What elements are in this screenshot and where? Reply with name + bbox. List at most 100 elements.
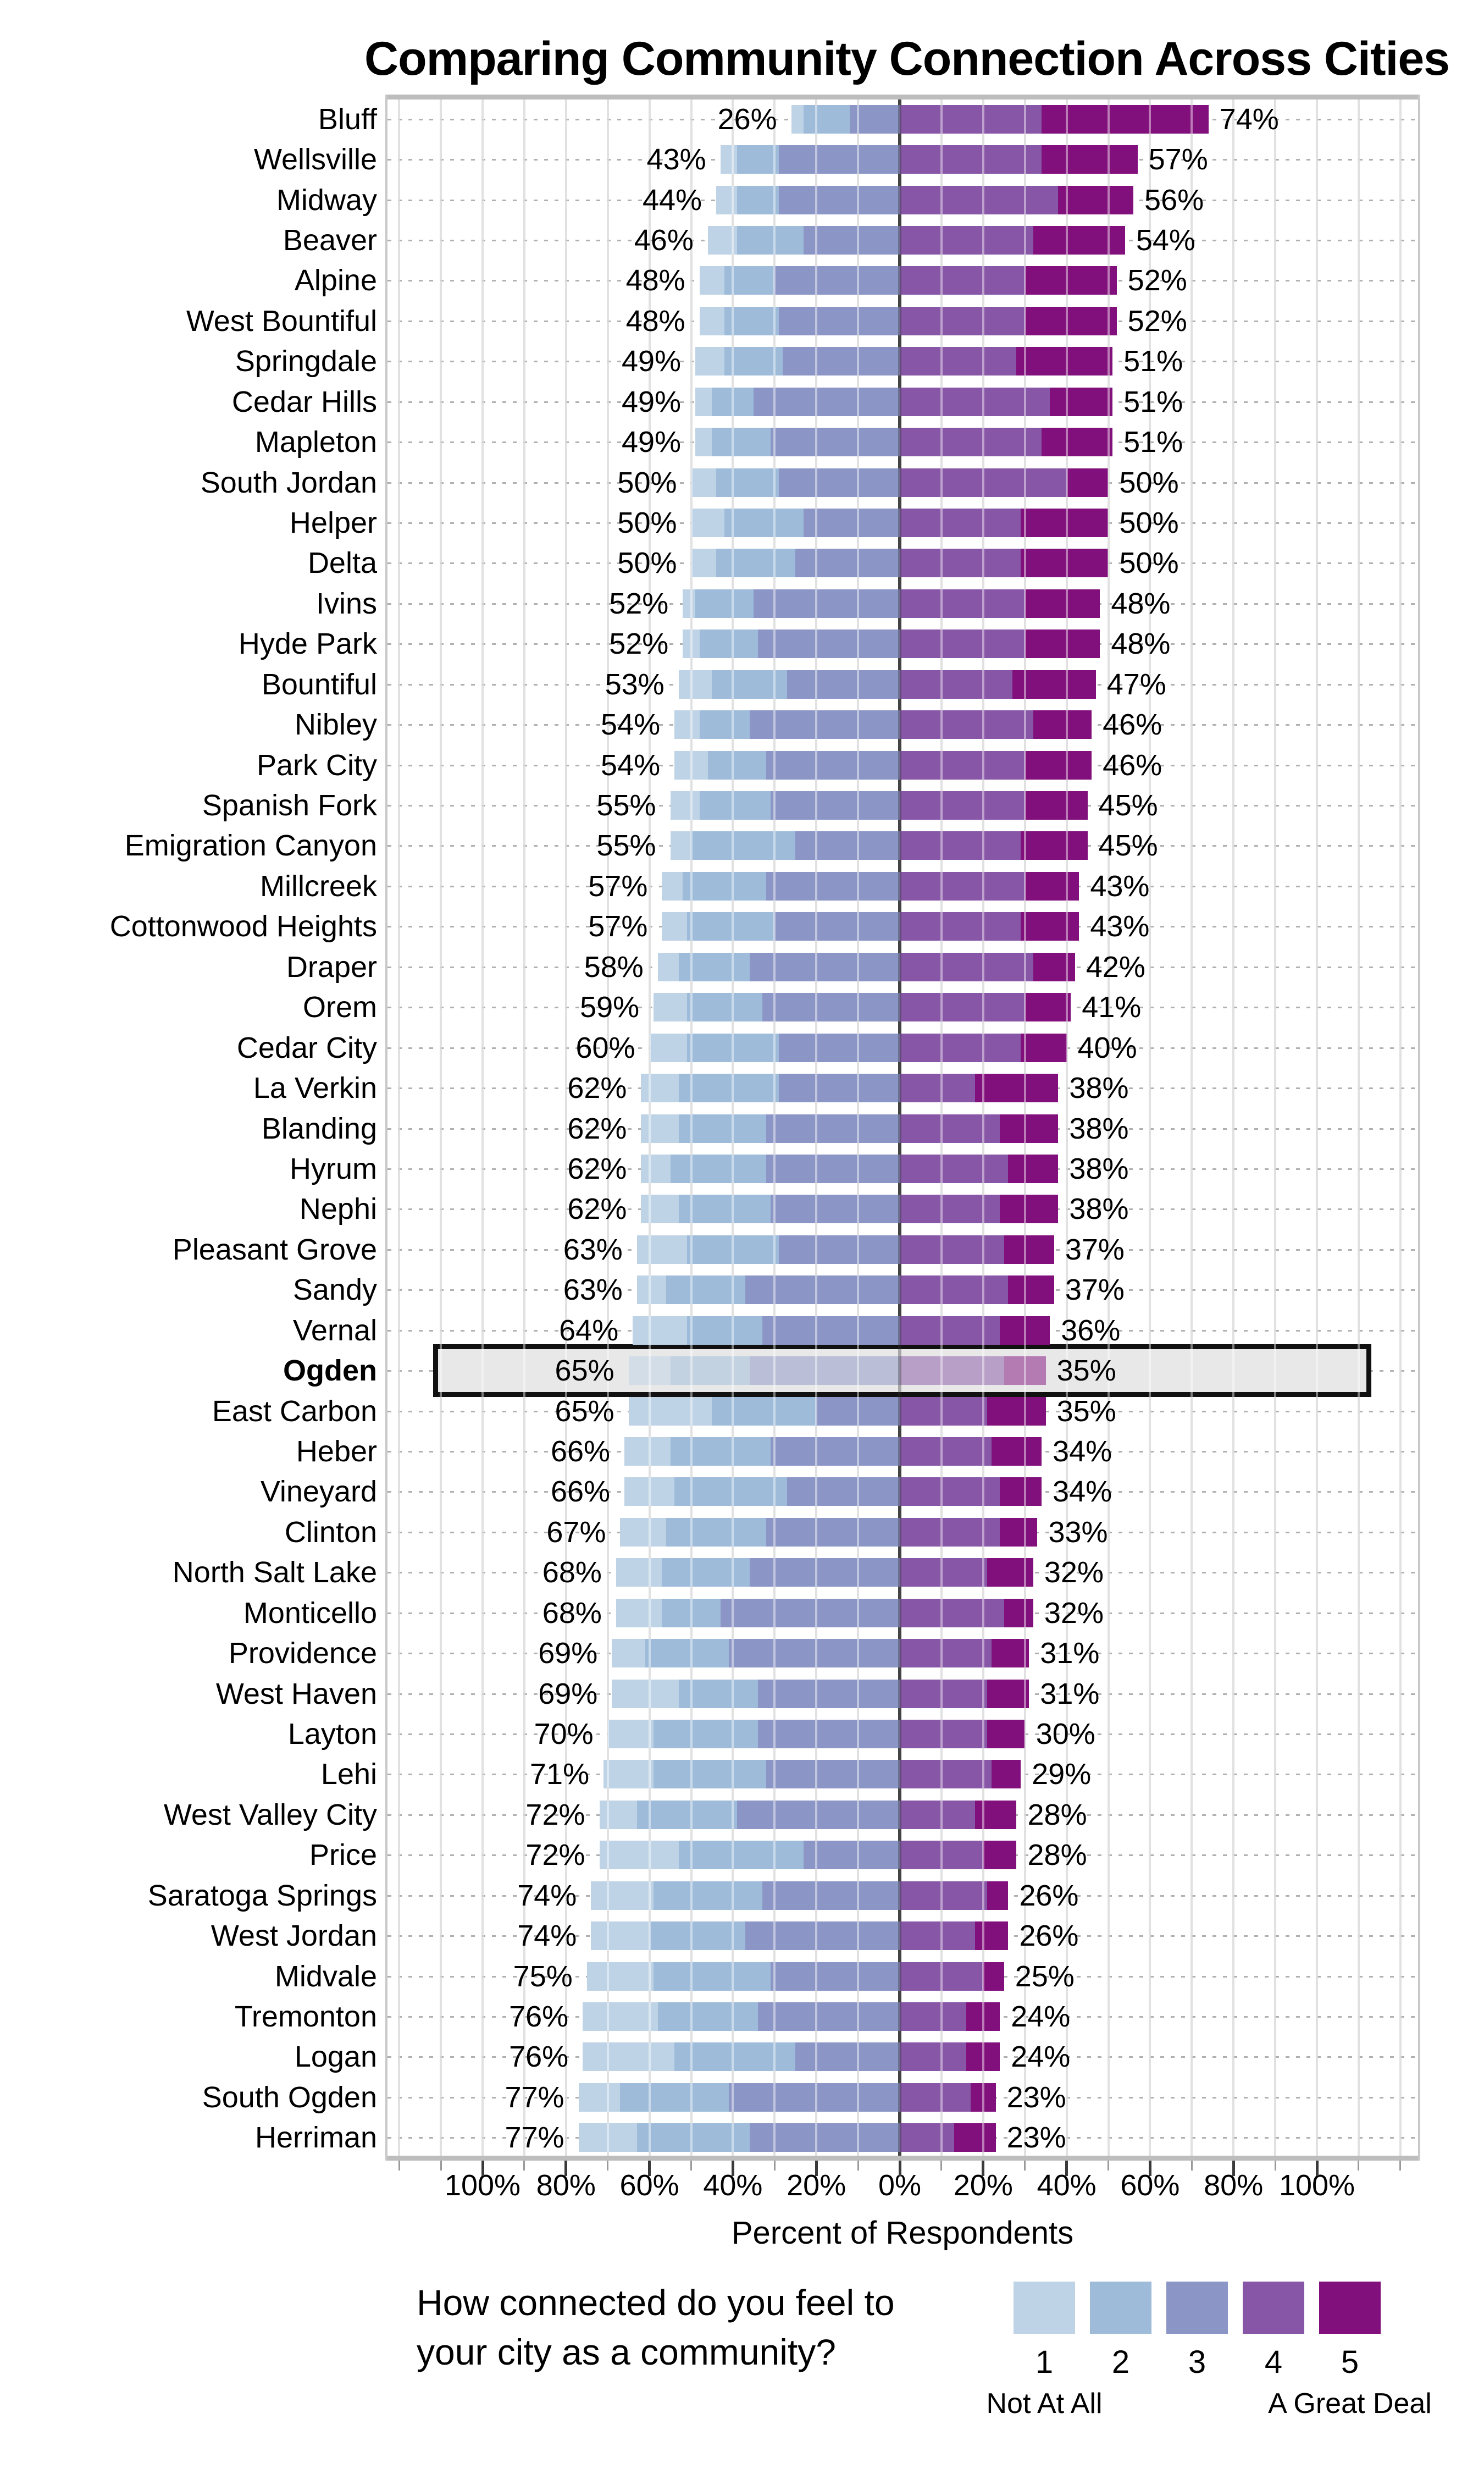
stacked-bar-midway (716, 185, 1133, 214)
stacked-bar-midvale (586, 1962, 1004, 1991)
bar-segment-level-5 (1066, 468, 1109, 497)
x-axis-major-tick (1148, 2161, 1151, 2176)
left-total-label: 48% (625, 264, 685, 297)
x-axis-minor-tick (607, 2161, 609, 2171)
right-total-label: 48% (1111, 627, 1171, 661)
legend-swatch-3 (1166, 2282, 1228, 2334)
right-total-label: 26% (1019, 1879, 1079, 1912)
bar-segment-level-4 (899, 1598, 1004, 1627)
y-axis-label-midvale: Midvale (274, 1959, 377, 1993)
left-total-label: 65% (555, 1394, 614, 1428)
bar-segment-level-2 (654, 1760, 767, 1789)
left-total-label: 54% (601, 748, 661, 782)
right-total-label: 23% (1006, 2080, 1066, 2114)
bar-segment-level-4 (899, 226, 1033, 255)
right-total-label: 40% (1077, 1031, 1137, 1064)
bar-segment-level-3 (762, 1881, 900, 1910)
y-axis-label-west-jordan: West Jordan (211, 1919, 377, 1953)
bar-segment-level-5 (987, 1396, 1046, 1426)
right-total-label: 38% (1069, 1152, 1129, 1185)
right-total-label: 45% (1098, 789, 1158, 822)
chart-title: Comparing Community Connection Across Ci… (364, 32, 1450, 85)
bar-segment-level-1 (683, 589, 696, 618)
x-axis-minor-tick (690, 2161, 692, 2171)
bar-segment-level-2 (678, 1195, 771, 1224)
bar-segment-level-3 (745, 1921, 900, 1951)
bar-segment-level-5 (1033, 952, 1075, 981)
y-axis-label-vineyard: Vineyard (260, 1475, 377, 1509)
bar-segment-level-3 (816, 1396, 900, 1426)
bar-segment-level-3 (804, 226, 900, 255)
legend-level-label-4: 4 (1264, 2344, 1283, 2380)
bar-segment-level-1 (628, 1396, 712, 1426)
left-total-label: 69% (538, 1637, 598, 1670)
gridline-overlay (690, 99, 693, 2158)
bar-segment-level-4 (899, 1679, 988, 1708)
stacked-bar-helper (691, 509, 1109, 538)
left-total-label: 55% (596, 829, 656, 863)
gridline-overlay (857, 99, 860, 2158)
left-total-label: 71% (530, 1758, 590, 1791)
bar-segment-level-4 (899, 347, 1017, 376)
bar-segment-level-5 (974, 1800, 1017, 1829)
right-total-label: 42% (1086, 950, 1145, 984)
stacked-bar-lehi (603, 1760, 1021, 1789)
y-axis-label-bluff: Bluff (318, 102, 377, 136)
bar-segment-level-2 (670, 1154, 767, 1183)
bar-segment-level-5 (1008, 1154, 1059, 1183)
bar-segment-level-5 (991, 1760, 1021, 1789)
bar-segment-level-3 (762, 993, 900, 1022)
right-total-label: 35% (1056, 1354, 1116, 1388)
stacked-bar-cottonwood-heights (662, 912, 1079, 941)
right-total-label: 24% (1011, 2040, 1071, 2074)
stacked-bar-bountiful (678, 670, 1096, 699)
bar-segment-level-4 (899, 1154, 1009, 1183)
stacked-bar-saratoga-springs (591, 1881, 1009, 1910)
bar-segment-level-1 (616, 1558, 662, 1587)
stacked-bar-pleasant-grove (636, 1235, 1054, 1264)
right-total-label: 47% (1106, 667, 1166, 701)
left-total-label: 76% (509, 2000, 569, 2033)
right-total-label: 46% (1103, 748, 1162, 782)
bar-segment-level-1 (599, 1841, 679, 1870)
left-total-label: 54% (601, 708, 661, 742)
right-total-label: 25% (1015, 1959, 1075, 1993)
bar-segment-level-2 (645, 1639, 729, 1668)
bar-segment-level-4 (899, 1437, 992, 1466)
right-total-label: 38% (1069, 1112, 1129, 1145)
bar-segment-level-2 (712, 670, 788, 699)
bar-segment-level-3 (754, 387, 900, 416)
x-axis-major-tick (898, 2161, 901, 2176)
stacked-bar-west-haven (612, 1679, 1029, 1708)
bar-segment-level-5 (1000, 1316, 1050, 1345)
bar-segment-level-2 (724, 509, 804, 538)
bar-segment-level-2 (686, 1316, 762, 1345)
y-axis-label-springdale: Springdale (235, 345, 377, 378)
gridline-overlay (481, 99, 484, 2158)
bar-segment-level-5 (1025, 993, 1071, 1022)
bar-segment-level-2 (737, 185, 779, 214)
stacked-bar-east-carbon (628, 1396, 1046, 1426)
bar-segment-level-1 (641, 1195, 679, 1224)
x-axis-minor-tick (440, 2161, 442, 2171)
bar-segment-level-2 (666, 1275, 746, 1305)
bar-segment-level-5 (991, 1639, 1029, 1668)
bar-segment-level-4 (899, 750, 1025, 780)
bar-segment-level-3 (770, 1195, 900, 1224)
bar-segment-level-1 (616, 1598, 662, 1627)
bar-segment-level-3 (795, 831, 900, 860)
bar-segment-level-3 (766, 1760, 900, 1789)
x-axis-minor-tick (1024, 2161, 1026, 2171)
gridline-overlay (648, 99, 651, 2158)
bar-segment-level-5 (1033, 226, 1125, 255)
bar-segment-level-1 (591, 1881, 654, 1910)
y-axis-label-park-city: Park City (256, 748, 377, 782)
bar-segment-level-4 (899, 1800, 975, 1829)
stacked-bar-nephi (641, 1195, 1059, 1224)
y-axis-label-providence: Providence (228, 1637, 377, 1670)
y-axis-label-wellsville: Wellsville (253, 143, 377, 176)
bar-segment-level-4 (899, 387, 1050, 416)
bar-segment-level-1 (620, 1517, 666, 1547)
bar-segment-level-2 (699, 629, 758, 659)
bar-segment-level-1 (578, 2083, 621, 2112)
